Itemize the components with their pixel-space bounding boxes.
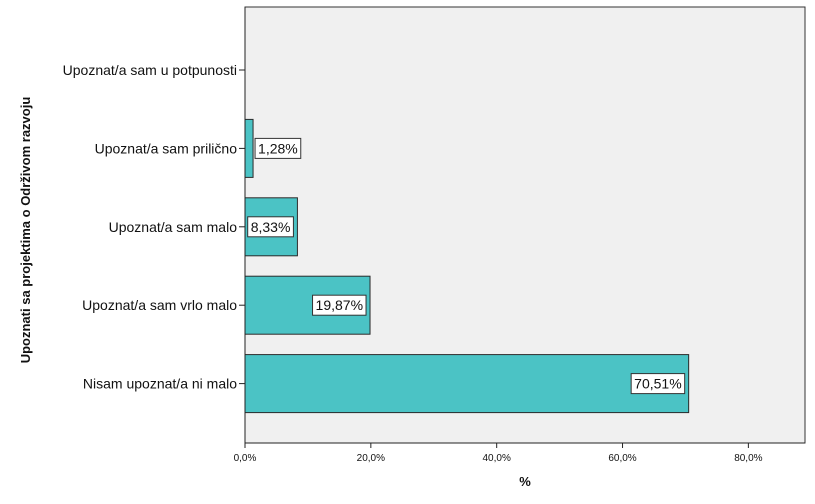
bar bbox=[244, 118, 254, 178]
category-label: Upoznat/a sam vrlo malo bbox=[82, 297, 237, 313]
data-label-text: 8,33% bbox=[251, 219, 291, 235]
category-label: Upoznat/a sam malo bbox=[109, 219, 238, 235]
data-label-text: 19,87% bbox=[316, 297, 363, 313]
data-label-box bbox=[630, 373, 686, 395]
data-label: 8,33% bbox=[247, 216, 294, 238]
y-axis-title: Upoznati sa projektima o Održivom razvoj… bbox=[18, 97, 33, 364]
data-label-text: 1,28% bbox=[258, 140, 298, 156]
data-label-box bbox=[312, 294, 367, 316]
data-label-box bbox=[247, 216, 294, 238]
x-tick-label: 0,0% bbox=[234, 453, 257, 464]
x-tick-label: 40,0% bbox=[483, 453, 511, 464]
data-label: 1,28% bbox=[254, 137, 302, 159]
bar bbox=[244, 354, 690, 414]
x-axis-title: % bbox=[519, 474, 531, 489]
data-label-text: 70,51% bbox=[634, 376, 681, 392]
x-tick-label: 60,0% bbox=[608, 453, 636, 464]
category-label: Upoznat/a sam prilično bbox=[95, 140, 238, 156]
data-label-box bbox=[254, 137, 302, 159]
data-label: 19,87% bbox=[312, 294, 367, 316]
category-label: Nisam upoznat/a ni malo bbox=[83, 376, 237, 392]
x-tick-label: 20,0% bbox=[357, 453, 385, 464]
x-tick-label: 80,0% bbox=[734, 453, 762, 464]
category-label: Upoznat/a sam u potpunosti bbox=[63, 62, 237, 78]
data-label: 70,51% bbox=[630, 373, 686, 395]
